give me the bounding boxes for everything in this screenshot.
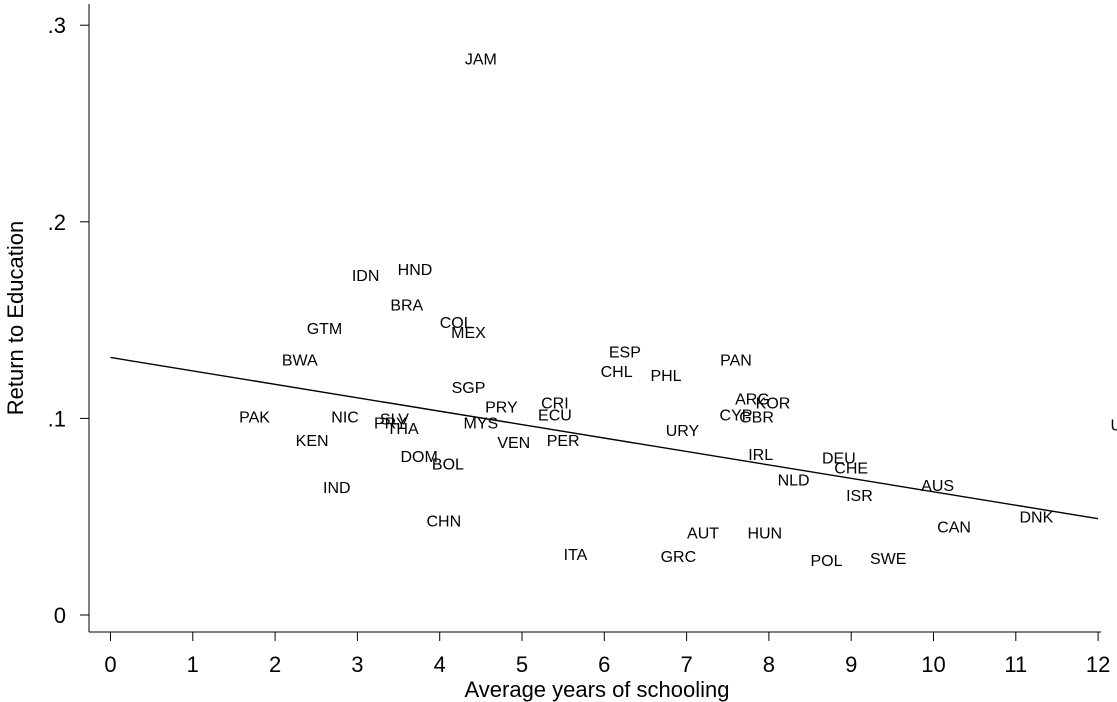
data-point-idn: IDN [352, 268, 380, 285]
data-point-bol: BOL [432, 457, 464, 474]
data-point-ken: KEN [296, 433, 329, 450]
data-point-mys: MYS [464, 415, 499, 432]
data-point-bwa: BWA [282, 352, 318, 369]
fit-line [110, 356, 1099, 520]
data-point-ita: ITA [564, 547, 588, 564]
data-point-slv: SLV [380, 411, 409, 428]
data-point-cri: CRI [541, 396, 569, 413]
data-point-can: CAN [937, 520, 971, 537]
data-point-pol: POL [811, 553, 843, 570]
data-point-phl: PHL [650, 368, 681, 385]
data-point-grc: GRC [661, 549, 697, 566]
data-point-kor: KOR [756, 396, 791, 413]
data-point-hun: HUN [747, 525, 782, 542]
x-axis-ticks: 0 1 2 3 4 5 6 7 8 9 10 11 12 [104, 632, 1110, 677]
data-point-pry: PRY [485, 400, 518, 417]
data-point-jam: JAM [465, 52, 497, 69]
data-point-isr: ISR [846, 488, 873, 505]
data-point-tha: THA [387, 421, 419, 438]
data-point-gbr: GBR [739, 409, 774, 426]
x-tick-label: 8 [763, 652, 775, 677]
data-point-nld: NLD [778, 472, 810, 489]
data-point-pak: PAK [239, 409, 270, 426]
data-point-per: PER [547, 433, 580, 450]
y-tick-label: 0 [54, 603, 66, 628]
x-tick-label: 3 [351, 652, 363, 677]
data-point-cyp: CYP [720, 407, 753, 424]
data-point-ind: IND [323, 480, 351, 497]
data-point-bra: BRA [390, 297, 423, 314]
y-tick-label: .2 [48, 210, 66, 235]
fit-line-group [110, 356, 1099, 520]
data-point-usa: USA [1110, 417, 1117, 434]
data-point-dom: DOM [400, 449, 437, 466]
data-point-dnk: DNK [1019, 510, 1053, 527]
y-tick-label: .3 [48, 13, 66, 38]
data-point-col: COL [440, 315, 473, 332]
x-tick-label: 12 [1086, 652, 1110, 677]
x-axis-title: Average years of schooling [465, 677, 730, 702]
x-tick-label: 9 [845, 652, 857, 677]
data-point-gtm: GTM [307, 321, 343, 338]
data-point-chn: CHN [426, 514, 461, 531]
data-point-ecu: ECU [538, 407, 572, 424]
data-point-esp: ESP [609, 345, 641, 362]
data-point-irl: IRL [748, 447, 773, 464]
data-point-mex: MEX [451, 325, 486, 342]
data-point-chl: CHL [601, 364, 633, 381]
x-tick-label: 4 [434, 652, 446, 677]
x-tick-label: 10 [921, 652, 945, 677]
x-tick-label: 0 [104, 652, 116, 677]
data-point-deu: DEU [822, 451, 856, 468]
data-point-pry: PRY [374, 415, 407, 432]
x-tick-label: 1 [187, 652, 199, 677]
x-tick-label: 6 [598, 652, 610, 677]
x-tick-label: 2 [269, 652, 281, 677]
x-tick-label: 11 [1004, 652, 1027, 677]
data-point-ury: URY [666, 423, 700, 440]
data-point-aus: AUS [921, 478, 954, 495]
x-tick-label: 5 [516, 652, 528, 677]
data-point-nic: NIC [331, 409, 359, 426]
data-point-swe: SWE [870, 551, 906, 568]
data-point-ven: VEN [497, 435, 530, 452]
data-point-pan: PAN [720, 352, 752, 369]
data-point-arg: ARG [735, 392, 770, 409]
data-point-che: CHE [834, 461, 868, 478]
data-point-aut: AUT [687, 525, 719, 542]
data-point-hnd: HND [398, 262, 433, 279]
axes: 0 1 2 3 4 5 6 7 8 9 10 11 12 0.1.2.3 Average years o… [3, 4, 1110, 702]
y-axis-title: Return to Education [3, 221, 28, 415]
y-tick-label: .1 [48, 406, 66, 431]
y-axis-ticks: 0 .1 .2 .3 [48, 13, 89, 628]
x-tick-label: 7 [680, 652, 692, 677]
data-point-sgp: SGP [452, 380, 486, 397]
